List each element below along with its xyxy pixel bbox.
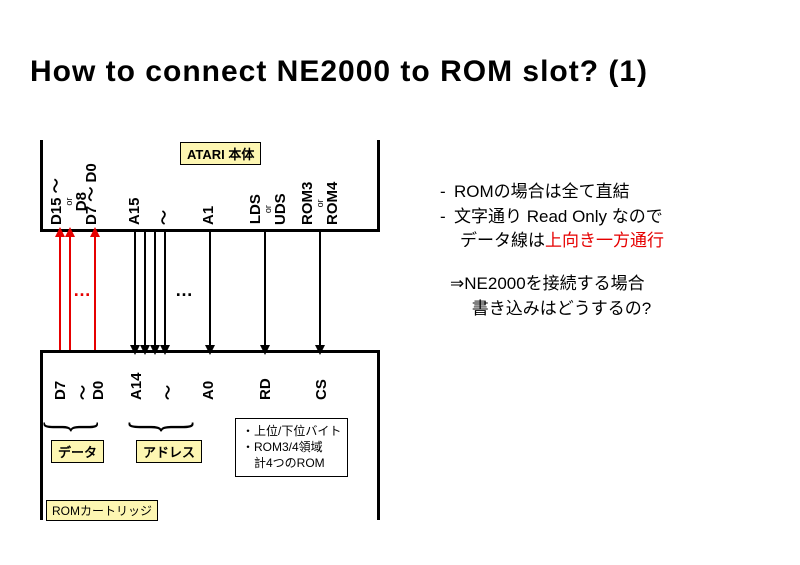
- pin-text: ROM4: [324, 182, 341, 225]
- dots-black: …: [175, 280, 193, 301]
- rom-pin-cs: CS: [313, 379, 330, 400]
- note-line: ・ROM3/4領域: [242, 439, 341, 455]
- pin-tilde: ～: [157, 210, 173, 225]
- bullet-2b: データ線は上向き一方通行: [440, 229, 780, 254]
- note-box: ・上位/下位バイト ・ROM3/4領域 計4つのROM: [235, 418, 348, 477]
- brace-addr: }: [118, 420, 206, 434]
- pin-text: D7: [83, 206, 100, 225]
- rom-pin-tilde2: ～: [157, 385, 178, 400]
- bullet-text: 文字通り Read Only なので: [454, 205, 663, 230]
- dots-red: …: [73, 280, 91, 301]
- note-line: ・上位/下位バイト: [242, 423, 341, 439]
- note-line: 計4つのROM: [242, 455, 341, 471]
- brace-data: }: [35, 420, 110, 434]
- pin-text: LDS: [247, 194, 264, 224]
- bullet-2: - 文字通り Read Only なので: [440, 205, 780, 230]
- bullet-1: - ROMの場合は全て直結: [440, 180, 780, 205]
- rom-pin-d0: D0: [90, 381, 107, 400]
- pin-lds-uds: LDS or UDS: [248, 193, 289, 225]
- bullet-text: ROMの場合は全て直結: [454, 180, 630, 205]
- bullet-3: ⇒NE2000を接続する場合 書き込みはどうするの?: [440, 272, 780, 321]
- brace-data-label: データ: [51, 440, 104, 463]
- pin-a1: A1: [200, 206, 217, 225]
- bullet-text: データ線は: [460, 231, 545, 250]
- pin-text: D15: [48, 197, 65, 225]
- pin-text: ～: [83, 187, 100, 202]
- bullet-text: ⇒NE2000を接続する場合: [450, 272, 780, 297]
- bullets: - ROMの場合は全て直結 - 文字通り Read Only なので データ線は…: [440, 180, 780, 321]
- atari-chip: ATARI 本体: [180, 142, 261, 165]
- pin-text: UDS: [272, 193, 289, 225]
- rom-pin-a0: A0: [200, 381, 217, 400]
- pin-a15: A15: [126, 197, 143, 225]
- pin-text: ROM3: [299, 182, 316, 225]
- rom-pin-d7: D7: [52, 381, 69, 400]
- rom-pin-rd: RD: [257, 378, 274, 400]
- connection-diagram: ATARI 本体 D15 ～ or D8 D7 ～ D0 A15 ～ A1 LD…: [40, 140, 390, 540]
- pin-text: D0: [83, 163, 100, 182]
- rom-pin-a14: A14: [128, 372, 145, 400]
- pin-text: ～: [48, 178, 65, 193]
- dash-icon: -: [440, 180, 454, 205]
- page-title: How to connect NE2000 to ROM slot? (1): [30, 55, 648, 89]
- rom-chip: ROMカートリッジ: [46, 500, 158, 521]
- pin-rom3-rom4: ROM3 or ROM4: [300, 182, 341, 225]
- dash-icon: -: [440, 205, 454, 230]
- bullet-text: 書き込みはどうするの?: [450, 297, 780, 322]
- pin-d7-d0: D7 ～ D0: [84, 163, 100, 225]
- brace-addr-label: アドレス: [136, 440, 202, 463]
- bullet-text-red: 上向き一方通行: [545, 231, 664, 250]
